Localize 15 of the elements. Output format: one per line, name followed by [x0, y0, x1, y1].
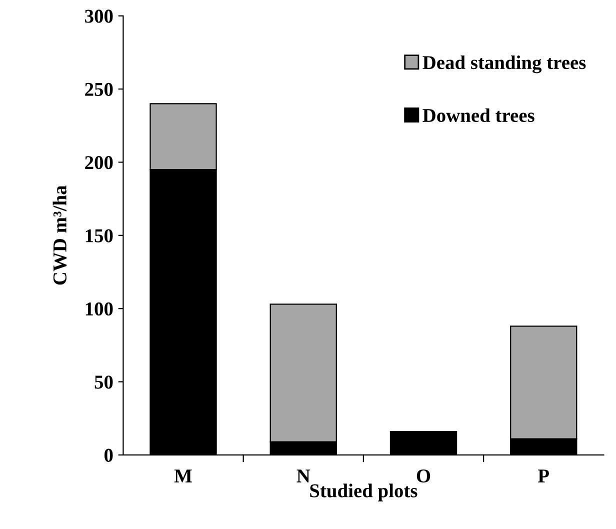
x-axis-title: Studied plots	[310, 484, 418, 502]
x-tick-label: O	[416, 469, 430, 483]
y-axis-title: CWD m³/ha	[52, 186, 67, 285]
y-tick-label: 300	[85, 10, 113, 23]
y-tick-label: 100	[86, 302, 113, 316]
x-tick-label: P	[538, 470, 550, 482]
y-tick-label: 200	[85, 156, 113, 170]
legend-label: Downed trees	[422, 108, 534, 122]
y-tick-label: 50	[94, 376, 113, 389]
legend-label: Dead standing trees	[422, 55, 586, 74]
x-tick-label: M	[174, 470, 192, 482]
y-tick-label: 150	[86, 229, 113, 242]
y-tick-label: 250	[85, 82, 113, 96]
x-tick-label: N	[296, 470, 310, 482]
y-tick-label: 0	[104, 448, 113, 462]
